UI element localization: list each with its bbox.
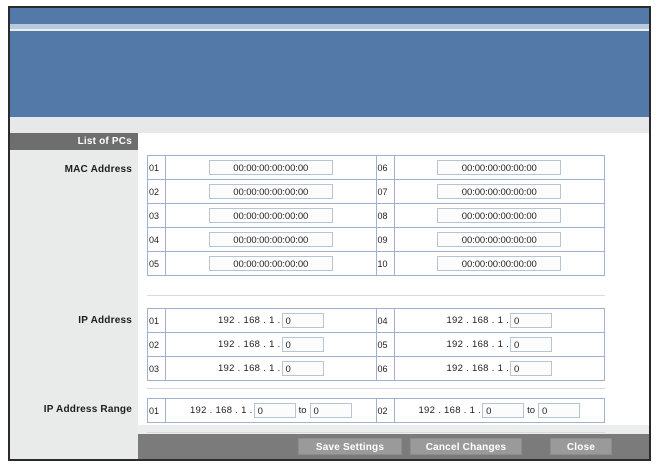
ip-range-end-input[interactable]: 0 — [538, 402, 581, 418]
row-index-cell: 02 — [147, 179, 166, 204]
ip-range-field-cell: 192 . 168 . 1 . 0 to 0 — [393, 398, 605, 423]
section-separator-1 — [147, 295, 605, 296]
mac-address-input[interactable]: 00:00:00:00:00:00 — [208, 207, 333, 223]
ip-prefix-label: 192 . 168 . 1 . — [446, 314, 510, 326]
save-settings-button[interactable]: Save Settings — [298, 438, 402, 455]
ip-last-octet-input[interactable]: 0 — [510, 360, 553, 376]
row-index-cell: 01 — [147, 398, 166, 423]
mac-table-body: 01 00:00:00:00:00:00 06 00:00:00:00:00:00 02… — [147, 155, 605, 276]
ip-range-end-input[interactable]: 0 — [309, 402, 352, 418]
cancel-changes-button[interactable]: Cancel Changes — [410, 438, 522, 455]
mac-field-cell: 00:00:00:00:00:00 — [393, 155, 605, 180]
mac-address-input[interactable]: 00:00:00:00:00:00 — [208, 255, 333, 271]
mac-field-cell: 00:00:00:00:00:00 — [393, 251, 605, 276]
ip-prefix-label: 192 . 168 . 1 . — [446, 362, 510, 374]
ip-table-body: 01 192 . 168 . 1 . 0 04 192 . 168 . 1 . 0 02 19… — [147, 308, 605, 381]
ip-last-octet-input[interactable]: 0 — [281, 312, 324, 328]
section-separator-2 — [147, 388, 605, 389]
mac-field-cell: 00:00:00:00:00:00 — [165, 155, 377, 180]
banner-stripe — [10, 24, 649, 29]
mac-field-cell: 00:00:00:00:00:00 — [165, 227, 377, 252]
ip-field-cell: 192 . 168 . 1 .0 — [165, 356, 377, 381]
ip-last-octet-input[interactable]: 0 — [281, 360, 324, 376]
row-index-cell: 05 — [147, 251, 166, 276]
row-index-cell: 08 — [375, 203, 395, 228]
mac-field-cell: 00:00:00:00:00:00 — [393, 227, 605, 252]
label-column — [10, 133, 138, 425]
ip-prefix-label: 192 . 168 . 1 . — [217, 362, 281, 374]
row-index-cell: 03 — [147, 356, 166, 381]
mac-address-input[interactable]: 00:00:00:00:00:00 — [208, 231, 333, 247]
table-row: 05 00:00:00:00:00:00 10 00:00:00:00:00:00 — [147, 251, 605, 276]
ip-prefix-label: 192 . 168 . 1 . — [217, 314, 281, 326]
row-index-cell: 09 — [375, 227, 395, 252]
label-ip-address-range: IP Address Range — [43, 404, 132, 415]
mac-address-table: 01 00:00:00:00:00:00 06 00:00:00:00:00:00 02… — [147, 155, 605, 276]
table-row: 03 00:00:00:00:00:00 08 00:00:00:00:00:00 — [147, 203, 605, 228]
ip-prefix-label: 192 . 168 . 1 . — [446, 338, 510, 350]
table-row: 02 00:00:00:00:00:00 07 00:00:00:00:00:00 — [147, 179, 605, 204]
ip-field-cell: 192 . 168 . 1 .0 — [393, 308, 605, 333]
row-index-cell: 02 — [375, 398, 395, 423]
ip-field-cell: 192 . 168 . 1 .0 — [393, 332, 605, 357]
row-index-cell: 01 — [147, 155, 166, 180]
ip-range-start-input[interactable]: 0 — [253, 402, 296, 418]
table-row: 02 192 . 168 . 1 . 0 05 192 . 168 . 1 .0 — [147, 332, 605, 357]
label-mac-address: MAC Address — [64, 164, 132, 175]
banner-stripe-light — [10, 29, 649, 31]
section-title-list-of-pcs: List of PCs — [10, 133, 138, 150]
ip-range-start-input[interactable]: 0 — [482, 402, 525, 418]
mac-address-input[interactable]: 00:00:00:00:00:00 — [437, 231, 562, 247]
mac-address-input[interactable]: 00:00:00:00:00:00 — [208, 183, 333, 199]
ip-field-cell: 192 . 168 . 1 .0 — [393, 356, 605, 381]
ip-prefix-label: 192 . 168 . 1 . — [418, 404, 482, 416]
mac-address-input[interactable]: 00:00:00:00:00:00 — [437, 159, 562, 175]
table-row: 03 192 . 168 . 1 . 0 06 192 . 168 . 1 .0 — [147, 356, 605, 381]
mac-address-input[interactable]: 00:00:00:00:00:00 — [437, 255, 562, 271]
range-to-label: to — [527, 404, 536, 416]
row-index-cell: 03 — [147, 203, 166, 228]
row-index-cell: 06 — [375, 356, 395, 381]
row-index-cell: 05 — [375, 332, 395, 357]
close-button[interactable]: Close — [550, 438, 612, 455]
mac-address-input[interactable]: 00:00:00:00:00:00 — [208, 159, 333, 175]
header-banner — [10, 8, 649, 117]
row-index-cell: 01 — [147, 308, 166, 333]
ip-last-octet-input[interactable]: 0 — [510, 336, 553, 352]
row-index-cell: 02 — [147, 332, 166, 357]
row-index-cell: 04 — [147, 227, 166, 252]
ip-range-field-cell: 192 . 168 . 1 . 0 to 0 — [165, 398, 377, 423]
table-row: 01 192 . 168 . 1 . 0 04 192 . 168 . 1 .0 — [147, 308, 605, 333]
ip-prefix-label: 192 . 168 . 1 . — [189, 404, 253, 416]
row-index-cell: 07 — [375, 179, 395, 204]
table-row: 01 00:00:00:00:00:00 06 00:00:00:00:00:00 — [147, 155, 605, 180]
section-separator-3 — [147, 432, 605, 433]
ip-field-cell: 192 . 168 . 1 .0 — [165, 332, 377, 357]
mac-field-cell: 00:00:00:00:00:00 — [165, 179, 377, 204]
sub-banner-gap — [10, 117, 649, 133]
mac-address-input[interactable]: 00:00:00:00:00:00 — [437, 183, 562, 199]
ip-address-table: 01 192 . 168 . 1 . 0 04 192 . 168 . 1 . 0 02 19… — [147, 308, 605, 381]
ip-prefix-label: 192 . 168 . 1 . — [217, 338, 281, 350]
table-row: 04 00:00:00:00:00:00 09 00:00:00:00:00:00 — [147, 227, 605, 252]
label-ip-address: IP Address — [78, 315, 132, 326]
mac-field-cell: 00:00:00:00:00:00 — [165, 203, 377, 228]
ip-last-octet-input[interactable]: 0 — [281, 336, 324, 352]
row-index-cell: 04 — [375, 308, 395, 333]
mac-field-cell: 00:00:00:00:00:00 — [393, 179, 605, 204]
mac-field-cell: 00:00:00:00:00:00 — [165, 251, 377, 276]
row-index-cell: 06 — [375, 155, 395, 180]
button-bar: Save Settings Cancel Changes Close — [138, 434, 649, 459]
bottom-left-strip — [10, 425, 138, 459]
mac-field-cell: 00:00:00:00:00:00 — [393, 203, 605, 228]
ip-field-cell: 192 . 168 . 1 .0 — [165, 308, 377, 333]
ip-last-octet-input[interactable]: 0 — [510, 312, 553, 328]
range-to-label: to — [298, 404, 307, 416]
row-index-cell: 10 — [375, 251, 395, 276]
mac-address-input[interactable]: 00:00:00:00:00:00 — [437, 207, 562, 223]
